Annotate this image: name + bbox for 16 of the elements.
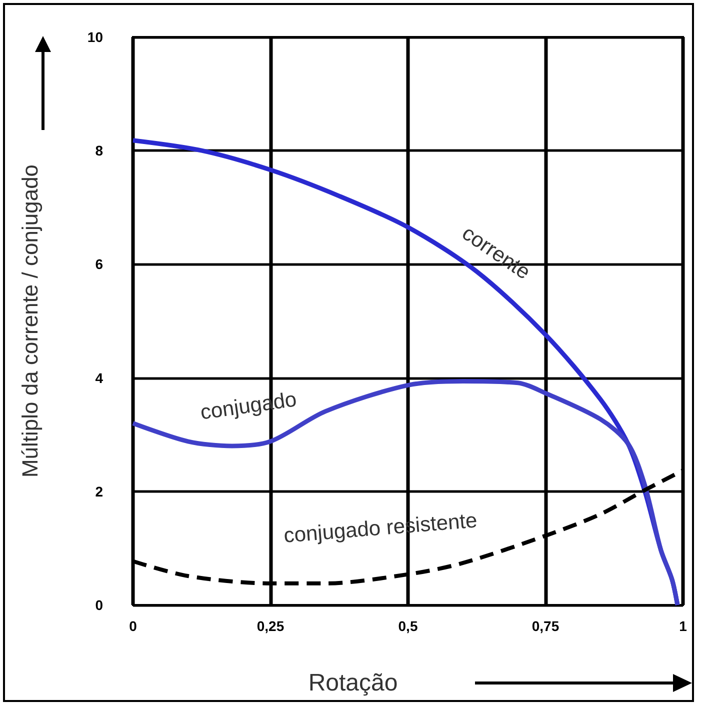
x-tick-label: 0,5 [398, 618, 418, 634]
x-tick-label: 1 [679, 618, 688, 634]
y-tick-label: 0 [95, 597, 104, 613]
y-tick-label: 10 [87, 29, 104, 45]
line-series [130, 378, 680, 608]
y-tick-label: 2 [95, 483, 104, 500]
x-axis-title: Rotação [308, 670, 398, 696]
y-tick-label: 6 [95, 256, 104, 272]
y-axis-title: Múltiplo da corrente / conjugado [18, 164, 42, 478]
y-tick-label: 8 [95, 142, 104, 159]
x-tick-label: 0,25 [256, 618, 284, 634]
x-tick-label: 0 [129, 618, 138, 634]
x-tick-label: 0,75 [532, 618, 560, 634]
text: conjugado [198, 388, 298, 424]
y-tick-label: 4 [95, 370, 104, 386]
series-label: conjugado resistente [282, 509, 478, 548]
